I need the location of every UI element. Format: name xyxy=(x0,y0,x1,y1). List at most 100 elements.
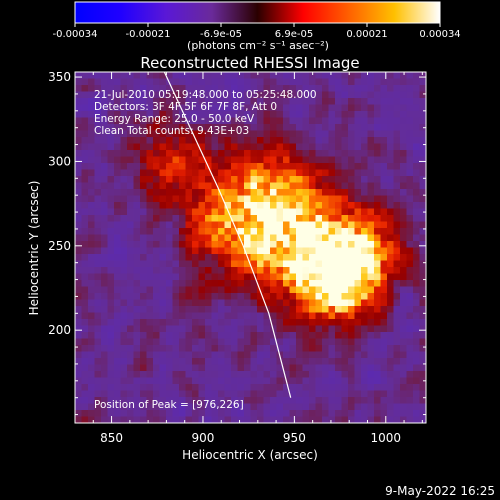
heatmap-cell xyxy=(211,221,219,229)
heatmap-cell xyxy=(276,377,284,385)
heatmap-cell xyxy=(159,332,167,339)
heatmap-cell xyxy=(328,364,336,372)
heatmap-cell xyxy=(361,345,368,352)
heatmap-cell xyxy=(185,416,193,423)
heatmap-cell xyxy=(172,169,180,177)
heatmap-cell xyxy=(81,202,89,209)
heatmap-cell xyxy=(75,104,82,112)
heatmap-cell xyxy=(361,332,368,339)
heatmap-cell xyxy=(231,364,238,372)
heatmap-cell xyxy=(335,137,342,144)
heatmap-cell xyxy=(75,371,82,378)
heatmap-cell xyxy=(296,98,303,105)
heatmap-cell xyxy=(374,247,381,255)
heatmap-cell xyxy=(393,150,401,157)
heatmap-cell xyxy=(231,215,238,222)
heatmap-cell xyxy=(172,228,180,235)
heatmap-cell xyxy=(153,254,160,261)
heatmap-cell xyxy=(146,234,154,242)
heatmap-cell xyxy=(88,306,95,313)
heatmap-cell xyxy=(107,410,115,417)
heatmap-cell xyxy=(205,137,212,144)
heatmap-cell xyxy=(335,390,342,398)
heatmap-cell xyxy=(192,124,199,131)
heatmap-cell xyxy=(322,351,329,359)
heatmap-cell xyxy=(114,208,121,216)
heatmap-cell xyxy=(166,130,173,138)
heatmap-cell xyxy=(107,195,115,203)
heatmap-cell xyxy=(380,364,388,372)
heatmap-cell xyxy=(257,312,264,320)
heatmap-cell xyxy=(315,189,323,196)
heatmap-cell xyxy=(198,267,206,274)
heatmap-cell xyxy=(192,254,199,261)
heatmap-cell xyxy=(419,390,426,398)
heatmap-cell xyxy=(127,254,134,261)
heatmap-cell xyxy=(244,72,251,79)
heatmap-cell xyxy=(179,176,186,183)
heatmap-cell xyxy=(296,280,303,287)
heatmap-cell xyxy=(192,215,199,222)
heatmap-cell xyxy=(374,78,381,86)
heatmap-cell xyxy=(198,202,206,209)
heatmap-cell xyxy=(166,416,173,423)
heatmap-cell xyxy=(400,247,407,255)
heatmap-cell xyxy=(335,384,342,391)
heatmap-cell xyxy=(380,280,388,287)
heatmap-cell xyxy=(81,247,89,255)
heatmap-cell xyxy=(88,345,95,352)
heatmap-cell xyxy=(419,267,426,274)
heatmap-cell xyxy=(231,280,238,287)
heatmap-cell xyxy=(276,104,284,112)
heatmap-cell xyxy=(224,280,232,287)
heatmap-cell xyxy=(406,273,414,281)
heatmap-cell xyxy=(257,215,264,222)
heatmap-cell xyxy=(231,208,238,216)
heatmap-cell xyxy=(354,260,362,268)
heatmap-cell xyxy=(250,267,258,274)
heatmap-cell xyxy=(374,286,381,294)
heatmap-cell xyxy=(107,150,115,157)
heatmap-cell xyxy=(393,390,401,398)
heatmap-cell xyxy=(205,189,212,196)
heatmap-cell xyxy=(257,306,264,313)
heatmap-cell xyxy=(127,189,134,196)
heatmap-cell xyxy=(192,377,199,385)
heatmap-cell xyxy=(120,189,128,196)
heatmap-cell xyxy=(159,111,167,118)
heatmap-cell xyxy=(140,312,147,320)
heatmap-cell xyxy=(348,221,355,229)
heatmap-cell xyxy=(283,416,290,423)
heatmap-cell xyxy=(302,78,310,86)
heatmap-cell xyxy=(276,312,284,320)
heatmap-cell xyxy=(88,111,95,118)
heatmap-cell xyxy=(393,358,401,365)
heatmap-cell xyxy=(289,358,297,365)
heatmap-cell xyxy=(374,163,381,170)
heatmap-cell xyxy=(146,241,154,248)
heatmap-cell xyxy=(166,143,173,151)
heatmap-cell xyxy=(88,228,95,235)
heatmap-cell xyxy=(211,338,219,346)
heatmap-cell xyxy=(114,325,121,333)
heatmap-cell xyxy=(257,384,264,391)
heatmap-cell xyxy=(413,137,420,144)
heatmap-cell xyxy=(419,254,426,261)
heatmap-cell xyxy=(341,384,349,391)
heatmap-cell xyxy=(172,72,180,79)
heatmap-cell xyxy=(101,247,108,255)
heatmap-cell xyxy=(419,332,426,339)
heatmap-cell xyxy=(133,104,141,112)
heatmap-cell xyxy=(185,85,193,92)
heatmap-cell xyxy=(192,247,199,255)
heatmap-cell xyxy=(380,124,388,131)
heatmap-cell xyxy=(127,215,134,222)
heatmap-cell xyxy=(120,85,128,92)
heatmap-cell xyxy=(276,299,284,307)
heatmap-cell xyxy=(257,267,264,274)
heatmap-cell xyxy=(231,299,238,307)
heatmap-cell xyxy=(244,78,251,86)
heatmap-cell xyxy=(328,416,336,423)
heatmap-cell xyxy=(185,150,193,157)
heatmap-cell xyxy=(328,299,336,307)
